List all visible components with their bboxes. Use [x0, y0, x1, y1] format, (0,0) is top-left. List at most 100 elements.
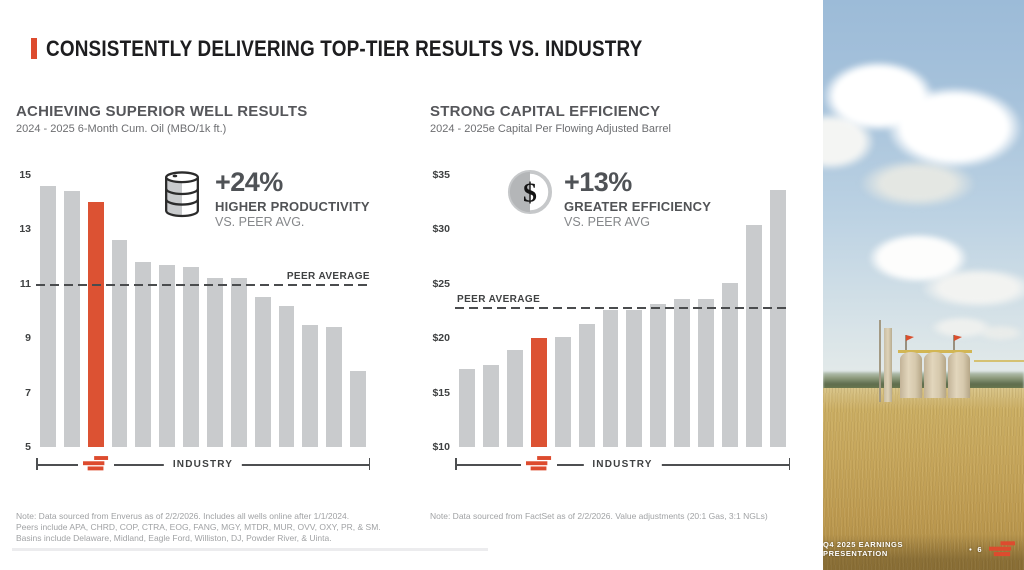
peer-bar [135, 262, 152, 447]
company-bar [87, 202, 104, 447]
photo-grass-field [823, 388, 1024, 570]
stat-label: GREATER EFFICIENCY [564, 199, 712, 214]
y-axis-tick: 13 [19, 223, 31, 236]
photo-mast [879, 320, 881, 402]
y-axis-tick: 11 [19, 277, 31, 290]
y-axis: 15 13 11 9 7 5 [16, 169, 36, 453]
bars [36, 175, 370, 447]
y-axis-tick: $35 [432, 169, 450, 181]
photo-tank-rail [898, 350, 972, 353]
photo-pipeline [974, 360, 1024, 362]
y-axis-tick: 7 [25, 386, 31, 399]
peer-bar [278, 305, 295, 447]
peer-bar [459, 368, 475, 447]
peer-bar [506, 350, 523, 447]
dollar-icon: $ [507, 169, 553, 215]
peer-bar [230, 278, 247, 447]
industry-label: INDUSTRY [163, 458, 243, 470]
productivity-annotation: +24% HIGHER PRODUCTIVITY VS. PEER AVG. [160, 169, 370, 229]
chart-subtitle: 2024 - 2025 6-Month Cum. Oil (MBO/1k ft.… [16, 123, 227, 135]
y-axis-tick: $30 [432, 223, 450, 236]
bottom-divider [12, 548, 488, 551]
peer-average-line: PEER AVERAGE [36, 271, 370, 287]
capital-efficiency-chart-panel: STRONG CAPITAL EFFICIENCY 2024 - 2025e C… [430, 103, 790, 522]
stat-label: HIGHER PRODUCTIVITY [215, 199, 370, 214]
source-note: Note: Data sourced from Enverus as of 2/… [16, 511, 381, 544]
photo-cloud [823, 40, 1024, 215]
company-logo-marker [520, 456, 557, 471]
peer-bar [159, 264, 176, 447]
efficiency-annotation: $ +13% GREATER EFFICIENCY VS. PEER AVG [507, 169, 711, 229]
photo-tower [884, 328, 892, 402]
footer-label: Q4 2025 EARNINGS PRESENTATION [823, 540, 904, 558]
peer-bar [602, 309, 619, 447]
photo-cloud [903, 300, 1024, 355]
peer-bar [626, 309, 643, 447]
bracket-tick-left [455, 458, 457, 470]
photo-windsock [905, 335, 912, 350]
svg-text:$: $ [523, 178, 537, 209]
peer-bar [746, 225, 762, 447]
peer-bar [482, 365, 499, 447]
bracket-tick-left [36, 458, 38, 470]
stat-sublabel: VS. PEER AVG [564, 215, 650, 229]
chart-title: ACHIEVING SUPERIOR WELL RESULTS [16, 103, 308, 120]
y-axis-tick: $15 [432, 386, 450, 399]
peer-bar [578, 324, 595, 447]
peer-bar [254, 297, 271, 447]
peer-bar [350, 370, 367, 447]
footer-text: Q4 2025 EARNINGS PRESENTATION • 6 [823, 540, 982, 558]
well-results-chart-panel: ACHIEVING SUPERIOR WELL RESULTS 2024 - 2… [16, 103, 381, 544]
bar-chart: $35 $30 $25 $20 $15 $10 PEER AVERAGE $ +13% G… [430, 169, 790, 453]
title-accent-bar [31, 38, 37, 59]
industry-bracket: INDUSTRY [455, 456, 790, 473]
peer-bar [698, 299, 715, 447]
field-photo: Q4 2025 EARNINGS PRESENTATION • 6 [823, 0, 1024, 570]
peer-average-label: PEER AVERAGE [286, 270, 370, 282]
slide-title-row: CONSISTENTLY DELIVERING TOP-TIER RESULTS… [31, 36, 740, 62]
stat-sublabel: VS. PEER AVG. [215, 215, 305, 229]
peer-bar [40, 185, 56, 447]
peer-average-line: PEER AVERAGE [455, 294, 790, 310]
peer-bar [183, 267, 200, 447]
peer-bar [207, 278, 223, 447]
bars [455, 175, 790, 447]
y-axis-tick: 5 [25, 441, 31, 453]
y-axis-tick: 15 [19, 169, 31, 181]
peer-bar [326, 327, 343, 447]
company-bar [530, 338, 547, 447]
y-axis: $35 $30 $25 $20 $15 $10 [430, 169, 455, 453]
photo-storage-tank [924, 352, 946, 398]
company-logo-marker [77, 456, 114, 471]
photo-storage-tank [900, 352, 922, 398]
peer-bar [674, 299, 691, 447]
peer-bar [554, 337, 571, 447]
photo-storage-tank [948, 352, 970, 398]
peer-bar [650, 304, 667, 447]
slide-footer: Q4 2025 EARNINGS PRESENTATION • 6 [823, 534, 1024, 570]
company-strata-logo-icon [82, 456, 108, 471]
oil-barrel-icon [165, 171, 199, 218]
company-strata-logo-icon [525, 456, 551, 471]
industry-bracket: INDUSTRY [36, 456, 370, 473]
y-axis-tick: $20 [432, 332, 450, 345]
company-strata-logo-icon [989, 541, 1016, 557]
bracket-tick-right [788, 458, 790, 470]
source-note: Note: Data sourced from FactSet as of 2/… [430, 511, 768, 521]
bar-chart: 15 13 11 9 7 5 PEER AVERAGE + [16, 169, 370, 453]
peer-average-label: PEER AVERAGE [457, 293, 541, 305]
slide-title: CONSISTENTLY DELIVERING TOP-TIER RESULTS… [46, 36, 643, 61]
y-axis-tick: $25 [432, 277, 450, 290]
photo-windsock [953, 335, 960, 350]
peer-bar [302, 324, 319, 447]
stat-value: +13% [564, 167, 632, 197]
peer-bar [111, 240, 128, 447]
peer-bar [722, 282, 739, 447]
footer-page-number: 6 [977, 544, 983, 554]
y-axis-tick: $10 [432, 441, 450, 453]
bracket-tick-right [368, 458, 370, 470]
photo-oil-tanks [879, 320, 975, 402]
y-axis-tick: 9 [25, 332, 31, 345]
chart-title: STRONG CAPITAL EFFICIENCY [430, 103, 661, 120]
